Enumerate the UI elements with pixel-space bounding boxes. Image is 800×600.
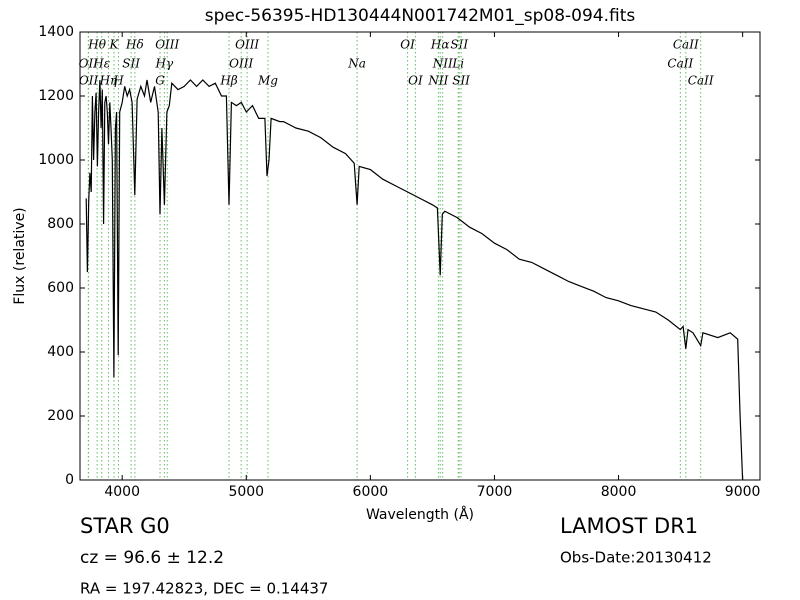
x-tick-label: 4000 bbox=[104, 484, 140, 500]
marker-label: OIII bbox=[155, 38, 179, 52]
x-tick-label: 8000 bbox=[601, 484, 637, 500]
marker-label: Hβ bbox=[219, 74, 237, 88]
plot-frame bbox=[79, 31, 761, 481]
y-tick-label: 1200 bbox=[38, 88, 74, 104]
marker-label: Hγ bbox=[155, 57, 174, 71]
marker-label: OIII bbox=[229, 57, 253, 71]
marker-label: OII bbox=[79, 57, 99, 71]
marker-label: OIII bbox=[235, 38, 259, 52]
marker-label: NII bbox=[432, 57, 453, 71]
y-tick-label: 400 bbox=[47, 344, 74, 360]
marker-label: Mg bbox=[257, 74, 278, 88]
marker-label: Hα bbox=[430, 38, 450, 52]
redshift: cz = 96.6 ± 12.2 bbox=[80, 548, 224, 568]
marker-label: Hη bbox=[99, 74, 118, 88]
marker-label: Na bbox=[347, 57, 366, 71]
coordinates: RA = 197.42823, DEC = 0.14437 bbox=[80, 580, 328, 598]
marker-label: CaII bbox=[667, 57, 693, 71]
marker-label: NII bbox=[427, 74, 448, 88]
marker-label: Li bbox=[451, 57, 464, 71]
spectrum-line bbox=[85, 79, 744, 481]
marker-label: G bbox=[155, 74, 165, 88]
y-tick-label: 0 bbox=[65, 472, 74, 488]
y-tick-label: 800 bbox=[47, 216, 74, 232]
obs-date: Obs-Date:20130412 bbox=[560, 549, 712, 567]
x-axis-label: Wavelength (Å) bbox=[366, 506, 474, 523]
marker-label: CaII bbox=[688, 74, 714, 88]
y-tick-label: 600 bbox=[47, 280, 74, 296]
marker-label: Hδ bbox=[125, 38, 144, 52]
marker-label: SII bbox=[450, 38, 468, 52]
x-tick-label: 7000 bbox=[477, 484, 513, 500]
survey: LAMOST DR1 bbox=[560, 514, 698, 538]
marker-label: SII bbox=[122, 57, 140, 71]
y-axis-label: Flux (relative) bbox=[12, 207, 28, 304]
y-tick-label: 200 bbox=[47, 408, 74, 424]
marker-label: OII bbox=[79, 74, 99, 88]
chart-title: spec-56395-HD130444N001742M01_sp08-094.f… bbox=[205, 6, 636, 26]
y-tick-label: 1000 bbox=[38, 152, 74, 168]
marker-label: OI bbox=[408, 74, 423, 88]
marker-label: Hε bbox=[92, 57, 110, 71]
marker-label: H bbox=[112, 74, 124, 88]
x-tick-label: 9000 bbox=[725, 484, 761, 500]
marker-label: SII bbox=[452, 74, 470, 88]
marker-label: OI bbox=[400, 38, 415, 52]
marker-label: Hθ bbox=[87, 38, 106, 52]
object-class: STAR G0 bbox=[80, 514, 170, 538]
y-tick-label: 1400 bbox=[38, 24, 74, 40]
marker-label: CaII bbox=[673, 38, 699, 52]
marker-label: K bbox=[109, 38, 120, 52]
x-tick-label: 6000 bbox=[353, 484, 389, 500]
x-tick-label: 5000 bbox=[228, 484, 264, 500]
